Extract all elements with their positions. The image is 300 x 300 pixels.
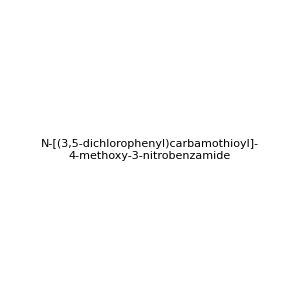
Text: N-[(3,5-dichlorophenyl)carbamothioyl]-
4-methoxy-3-nitrobenzamide: N-[(3,5-dichlorophenyl)carbamothioyl]- 4… xyxy=(41,139,259,161)
